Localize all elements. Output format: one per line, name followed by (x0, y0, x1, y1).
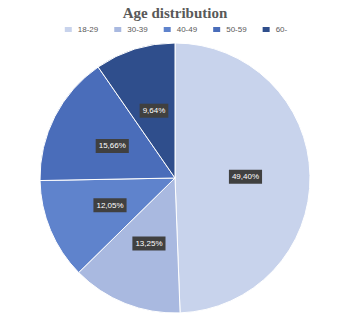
svg-text:49,40%: 49,40% (232, 172, 259, 181)
svg-text:15,66%: 15,66% (99, 141, 126, 150)
svg-text:12,05%: 12,05% (96, 201, 123, 210)
svg-text:18-29: 18-29 (78, 25, 99, 34)
svg-text:9,64%: 9,64% (143, 106, 166, 115)
svg-text:40-49: 40-49 (177, 25, 198, 34)
svg-text:60-: 60- (276, 25, 288, 34)
svg-text:30-39: 30-39 (127, 25, 148, 34)
svg-text:13,25%: 13,25% (135, 239, 162, 248)
svg-text:50-59: 50-59 (226, 25, 247, 34)
svg-text:Age distribution: Age distribution (123, 5, 228, 21)
